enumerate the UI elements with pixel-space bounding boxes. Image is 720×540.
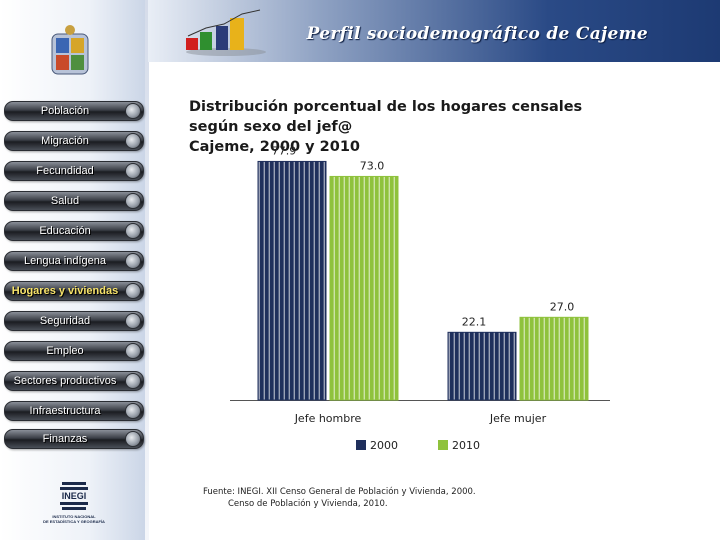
sidebar-item-label: Fecundidad (36, 165, 94, 177)
nav-knob-icon (125, 313, 141, 329)
sidebar-item-infraestructura[interactable]: Infraestructura (4, 401, 144, 421)
category-label: Jefe hombre (294, 412, 362, 425)
chart-title-line-2: según sexo del jef@ (189, 119, 353, 135)
page-title: Perfil sociodemográfico de Cajeme (306, 24, 648, 44)
sidebar-item-label: Salud (50, 195, 80, 207)
sidebar-item-label: Infraestructura (29, 405, 101, 417)
data-label: 22.1 (462, 315, 487, 328)
legend-label: 2000 (370, 439, 398, 452)
nav-knob-icon (125, 431, 141, 447)
sidebar-item-label: Migración (41, 135, 89, 147)
sidebar-item-label: Hogares y viviendas (11, 285, 119, 297)
sidebar-item-seguridad[interactable]: Seguridad (4, 311, 144, 331)
data-label: 73.0 (360, 159, 385, 172)
sidebar-item-hogares-y-viviendas[interactable]: Hogares y viviendas (4, 281, 144, 301)
nav-knob-icon (125, 253, 141, 269)
sidebar-item-label: Sectores productivos (13, 375, 117, 387)
sidebar-edge (145, 0, 149, 540)
sidebar-item-label: Empleo (46, 345, 84, 357)
inegi-caption-line-1: INSTITUTO NACIONAL (52, 514, 96, 519)
chart-title-line-1: Distribución porcentual de los hogares c… (189, 99, 583, 115)
bar-jefe-hombre-2000 (257, 160, 327, 401)
legend-swatch-2010 (438, 440, 448, 450)
legend-label: 2010 (452, 439, 480, 452)
nav-knob-icon (125, 283, 141, 299)
inegi-logo-caption: INSTITUTO NACIONAL DE ESTADÍSTICA Y GEOG… (38, 514, 110, 524)
inegi-logo: INEGI INSTITUTO NACIONAL DE ESTADÍSTICA … (38, 480, 110, 526)
sidebar-item-finanzas[interactable]: Finanzas (4, 429, 144, 449)
bar-chart-logo-icon (186, 9, 266, 56)
bar-jefe-mujer-2010 (519, 316, 589, 401)
source-line-1: Fuente: INEGI. XII Censo General de Pobl… (203, 487, 476, 497)
nav-knob-icon (125, 103, 141, 119)
source-line-2: Censo de Población y Vivienda, 2010. (228, 499, 388, 509)
bar-jefe-hombre-2010 (329, 175, 399, 401)
sidebar-item-label: Población (40, 105, 90, 117)
sidebar-item-label: Lengua indígena (24, 255, 106, 267)
nav-knob-icon (125, 193, 141, 209)
nav-knob-icon (125, 343, 141, 359)
nav-knob-icon (125, 133, 141, 149)
nav-knob-icon (125, 373, 141, 389)
sidebar-item-label: Finanzas (42, 433, 88, 445)
source-note: Fuente: INEGI. XII Censo General de Pobl… (203, 486, 476, 510)
data-label: 27.0 (550, 300, 575, 313)
sidebar-item-fecundidad[interactable]: Fecundidad (4, 161, 144, 181)
inegi-caption-line-2: DE ESTADÍSTICA Y GEOGRAFÍA (43, 519, 105, 524)
sidebar-item-migración[interactable]: Migración (4, 131, 144, 151)
sidebar-item-empleo[interactable]: Empleo (4, 341, 144, 361)
category-label: Jefe mujer (489, 412, 547, 425)
sidebar-item-población[interactable]: Población (4, 101, 144, 121)
sidebar-item-label: Seguridad (39, 315, 91, 327)
state-crest-icon (51, 25, 89, 75)
nav-knob-icon (125, 223, 141, 239)
chart-title: Distribución porcentual de los hogares c… (189, 97, 609, 157)
inegi-logo-text: INEGI (62, 491, 87, 501)
sidebar-item-salud[interactable]: Salud (4, 191, 144, 211)
sidebar-item-lengua-indígena[interactable]: Lengua indígena (4, 251, 144, 271)
nav-knob-icon (125, 163, 141, 179)
sidebar-item-label: Educación (39, 225, 91, 237)
inegi-logo-icon: INEGI (60, 482, 88, 510)
data-label: 77.9 (272, 144, 297, 157)
chart-title-line-3: Cajeme, 2000 y 2010 (189, 139, 360, 155)
bar-jefe-mujer-2000 (447, 331, 517, 401)
legend-swatch-2000 (356, 440, 366, 450)
sidebar-item-educación[interactable]: Educación (4, 221, 144, 241)
sidebar-item-sectores-productivos[interactable]: Sectores productivos (4, 371, 144, 391)
nav-knob-icon (125, 403, 141, 419)
